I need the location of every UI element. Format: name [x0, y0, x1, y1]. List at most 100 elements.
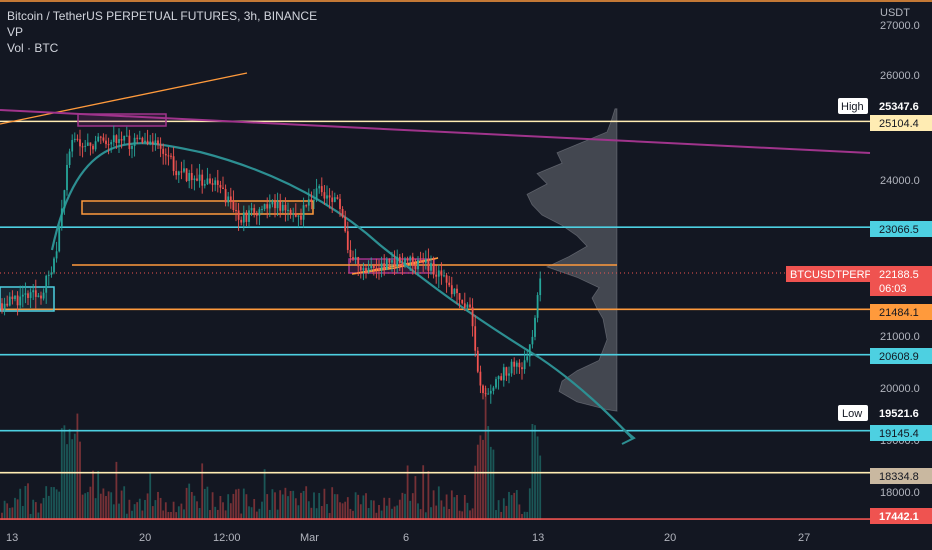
volume-bar [248, 506, 250, 520]
volume-bar [450, 490, 453, 520]
candle-body [476, 350, 479, 372]
x-tick: 20 [139, 532, 151, 544]
candle-body [326, 195, 328, 199]
volume-bar [365, 493, 367, 520]
volume-bar [190, 491, 193, 520]
candle-body [526, 356, 529, 361]
candle-body [71, 139, 74, 152]
candle-body [216, 180, 219, 185]
volume-bar [383, 497, 386, 520]
volume-bar [284, 487, 287, 520]
volume-bar [162, 510, 165, 520]
candle-body [333, 197, 336, 202]
volume-bar [398, 499, 401, 520]
candle-body [235, 210, 237, 212]
candle-body [287, 209, 289, 211]
level-tag: 25104.4 [879, 118, 919, 130]
candle-body [276, 201, 279, 209]
volume-bar [60, 428, 63, 520]
orange-box-mid [81, 200, 314, 215]
candle-body [188, 173, 191, 181]
candle-body [375, 267, 378, 269]
volume-bar [385, 505, 388, 520]
volume-bar [430, 507, 432, 520]
candle-body [255, 212, 258, 216]
candle-body [487, 393, 490, 395]
candle-body [502, 367, 505, 381]
candle-body [157, 140, 159, 145]
candle-body [531, 336, 534, 345]
volume-bar [502, 498, 505, 520]
candle-body [497, 376, 500, 380]
volume-bar [354, 492, 357, 520]
volume-bar [479, 435, 482, 520]
volume-bar [79, 441, 81, 520]
candle-body [383, 263, 386, 270]
candle-body [118, 139, 120, 143]
volume-bar [313, 492, 315, 520]
volume-bar [448, 508, 451, 520]
volume-bar [8, 507, 11, 520]
candle-body [89, 142, 92, 146]
volume-bar [21, 505, 24, 520]
volume-bar [172, 501, 175, 520]
candle-body [346, 231, 349, 250]
candle-body [406, 258, 409, 261]
candle-body [107, 144, 110, 146]
volume-bar [528, 488, 531, 520]
candle-body [385, 258, 388, 270]
volume-bar [276, 509, 279, 520]
candle-body [484, 393, 487, 395]
candle-body [523, 360, 526, 370]
volume-bar [211, 492, 214, 520]
candle-body [183, 168, 185, 172]
y-tick: 20000.0 [880, 383, 920, 395]
volume-bar [120, 490, 123, 520]
candle-body [138, 137, 141, 139]
volume-bar [474, 465, 477, 520]
candle-body [105, 140, 107, 145]
volume-bar [393, 506, 396, 520]
volume-bar [58, 491, 61, 520]
volume-bar [352, 510, 354, 520]
volume-bar [71, 439, 74, 520]
level-tag: 18334.8 [879, 471, 919, 483]
candle-body [232, 200, 235, 211]
candle-body [414, 265, 417, 270]
volume-bar [144, 499, 146, 520]
candle-body [474, 326, 477, 351]
indicator-volume[interactable]: Vol · BTC [7, 41, 59, 55]
candle-body [24, 293, 27, 295]
candle-body [305, 205, 308, 207]
volume-bar [294, 498, 297, 520]
candle-body [437, 270, 440, 277]
candle-body [45, 275, 48, 293]
candle-body [302, 205, 305, 220]
candle-body [331, 197, 334, 202]
price-tags: High 25347.6 25104.4 23066.5 BTCUSDTPERP… [786, 98, 932, 524]
candle-body [53, 258, 55, 273]
low-label: Low [842, 408, 862, 420]
candle-body [177, 171, 180, 176]
volume-bar [245, 494, 248, 520]
candle-body [42, 292, 45, 299]
volume-bar [19, 488, 22, 520]
candle-body [201, 174, 204, 186]
indicator-vp[interactable]: VP [7, 25, 24, 39]
candle-body [378, 268, 380, 271]
chart-title[interactable]: Bitcoin / TetherUS PERPETUAL FUTURES, 3h… [7, 9, 318, 23]
candle-body [409, 256, 412, 261]
candle-body [513, 361, 516, 367]
volume-bar [388, 497, 391, 520]
candle-body [456, 288, 458, 294]
candle-body [253, 208, 256, 213]
candle-body [495, 379, 497, 388]
candle-body [266, 204, 269, 209]
volume-bar [53, 487, 55, 520]
volume-bar [136, 502, 139, 520]
volume-bar [29, 513, 32, 520]
candle-body [240, 219, 243, 223]
volume-bar [463, 495, 466, 520]
candle-body [466, 304, 469, 308]
